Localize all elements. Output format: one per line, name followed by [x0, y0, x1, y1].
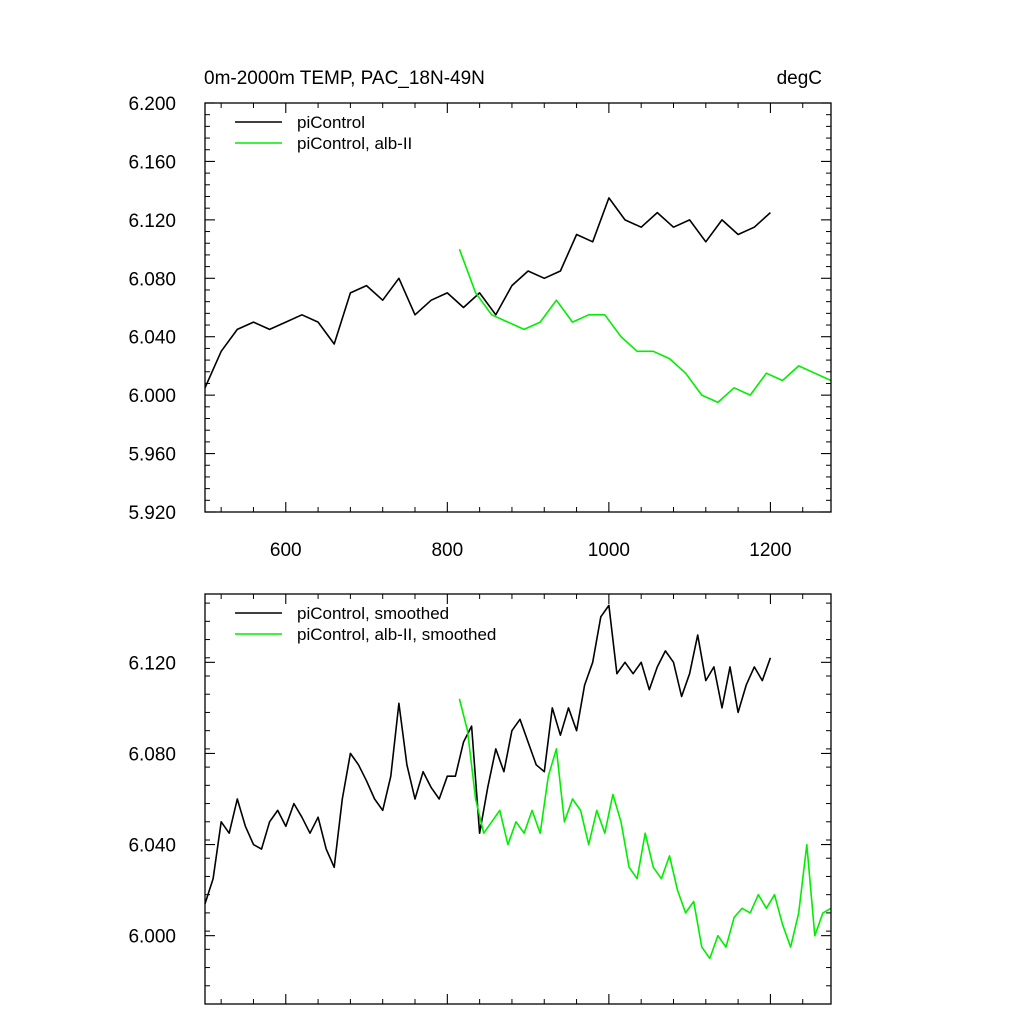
- top-x-tick-label: 1000: [588, 540, 630, 561]
- bottom-legend: piControl, smoothed piControl, alb-II, s…: [235, 604, 496, 644]
- top-y-tick-label: 5.920: [128, 503, 176, 524]
- bottom-y-tick-label: 6.000: [128, 927, 176, 948]
- top-panel: 0m-2000m TEMP, PAC_18N-49N degC 600 800 10…: [128, 68, 832, 561]
- top-y-tick-label: 6.080: [128, 269, 176, 290]
- top-title-right: degC: [777, 68, 822, 89]
- bottom-series-line-1: [458, 698, 832, 960]
- bottom-y-tick-label: 6.040: [128, 836, 176, 857]
- bottom-y-tick-label: 6.120: [128, 653, 176, 674]
- bottom-series: [204, 604, 832, 960]
- top-y-tick-label: 6.160: [128, 152, 176, 173]
- bottom-panel: 6.000 6.040 6.080 6.120 piControl, smoothed…: [128, 593, 832, 1005]
- top-series-line-0: [204, 197, 771, 389]
- top-series: [204, 197, 832, 404]
- top-x-tick-label: 800: [431, 540, 463, 561]
- top-y-tick-label: 6.040: [128, 328, 176, 349]
- top-legend: piControl piControl, alb-II: [235, 113, 412, 153]
- top-y-tick-label: 6.200: [128, 94, 176, 115]
- top-x-tick-label: 600: [270, 540, 302, 561]
- top-legend-label-picontrol: piControl: [297, 113, 365, 132]
- bottom-y-tick-label: 6.080: [128, 744, 176, 765]
- top-x-tick-label: 1200: [749, 540, 791, 561]
- top-series-line-1: [458, 248, 832, 404]
- top-y-tick-label: 6.120: [128, 211, 176, 232]
- top-legend-label-alb-ii: piControl, alb-II: [297, 134, 412, 153]
- top-title-left: 0m-2000m TEMP, PAC_18N-49N: [204, 68, 485, 89]
- bottom-legend-label-picontrol-smoothed: piControl, smoothed: [297, 604, 449, 623]
- bottom-ticks: 6.000 6.040 6.080 6.120: [128, 594, 831, 1005]
- bottom-legend-label-alb-ii-smoothed: piControl, alb-II, smoothed: [297, 625, 496, 644]
- top-y-tick-label: 5.960: [128, 445, 176, 466]
- bottom-plot-frame: [204, 593, 832, 1005]
- bottom-series-line-0: [204, 604, 772, 905]
- top-plot-frame: [204, 102, 832, 513]
- top-ticks: 600 800 1000 1200 5.920 5.960 6.000 6.040 6.080 6…: [128, 94, 831, 561]
- top-y-tick-label: 6.000: [128, 386, 176, 407]
